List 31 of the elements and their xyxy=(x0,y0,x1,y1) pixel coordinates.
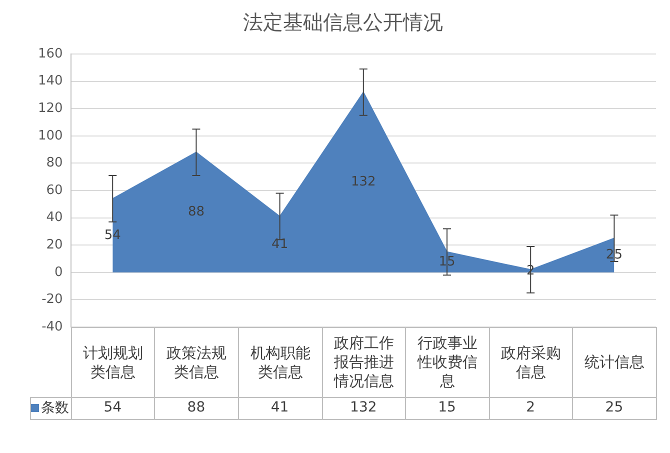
y-tick-label: 100 xyxy=(38,128,63,144)
annotation: 132 xyxy=(350,174,376,190)
data-label: 132 xyxy=(350,400,377,416)
y-tick-label: 80 xyxy=(46,156,63,171)
x-tick-label: 计划规划类信息 xyxy=(71,328,155,398)
x-tick-label: 政策法规类信息 xyxy=(154,328,238,398)
y-tick-label: -40 xyxy=(42,319,63,334)
y-tick-label: 120 xyxy=(38,100,63,116)
annotation: 88 xyxy=(188,204,204,220)
x-tick-label: 政府采购信息 xyxy=(489,328,573,398)
y-tick-label: 160 xyxy=(38,46,63,62)
y-tick-label: 60 xyxy=(46,182,63,198)
x-tick-label: 机构职能类信息 xyxy=(238,328,322,398)
y-tick-label: 20 xyxy=(46,237,63,252)
x-tick-label: 行政事业性收费信息 xyxy=(406,328,490,398)
x-tick-label: 统计信息 xyxy=(572,328,656,398)
y-tick-label: 40 xyxy=(46,210,63,226)
data-label: 88 xyxy=(187,400,206,416)
chart-title: 法定基础信息公开情况 xyxy=(243,10,443,34)
data-label: 2 xyxy=(526,400,536,416)
data-label: 25 xyxy=(605,400,624,416)
y-tick-label: -20 xyxy=(42,292,63,308)
annotation: 25 xyxy=(606,248,622,263)
y-tick-label: 0 xyxy=(54,264,63,280)
y-tick-label: 140 xyxy=(38,74,63,89)
data-label: 54 xyxy=(104,400,122,416)
legend-label: 条数 xyxy=(30,398,72,420)
x-tick-label: 政府工作报告推进情况信息 xyxy=(322,328,406,398)
data-label: 41 xyxy=(270,400,289,416)
data-label: 15 xyxy=(438,400,456,416)
annotation: 41 xyxy=(272,236,288,252)
